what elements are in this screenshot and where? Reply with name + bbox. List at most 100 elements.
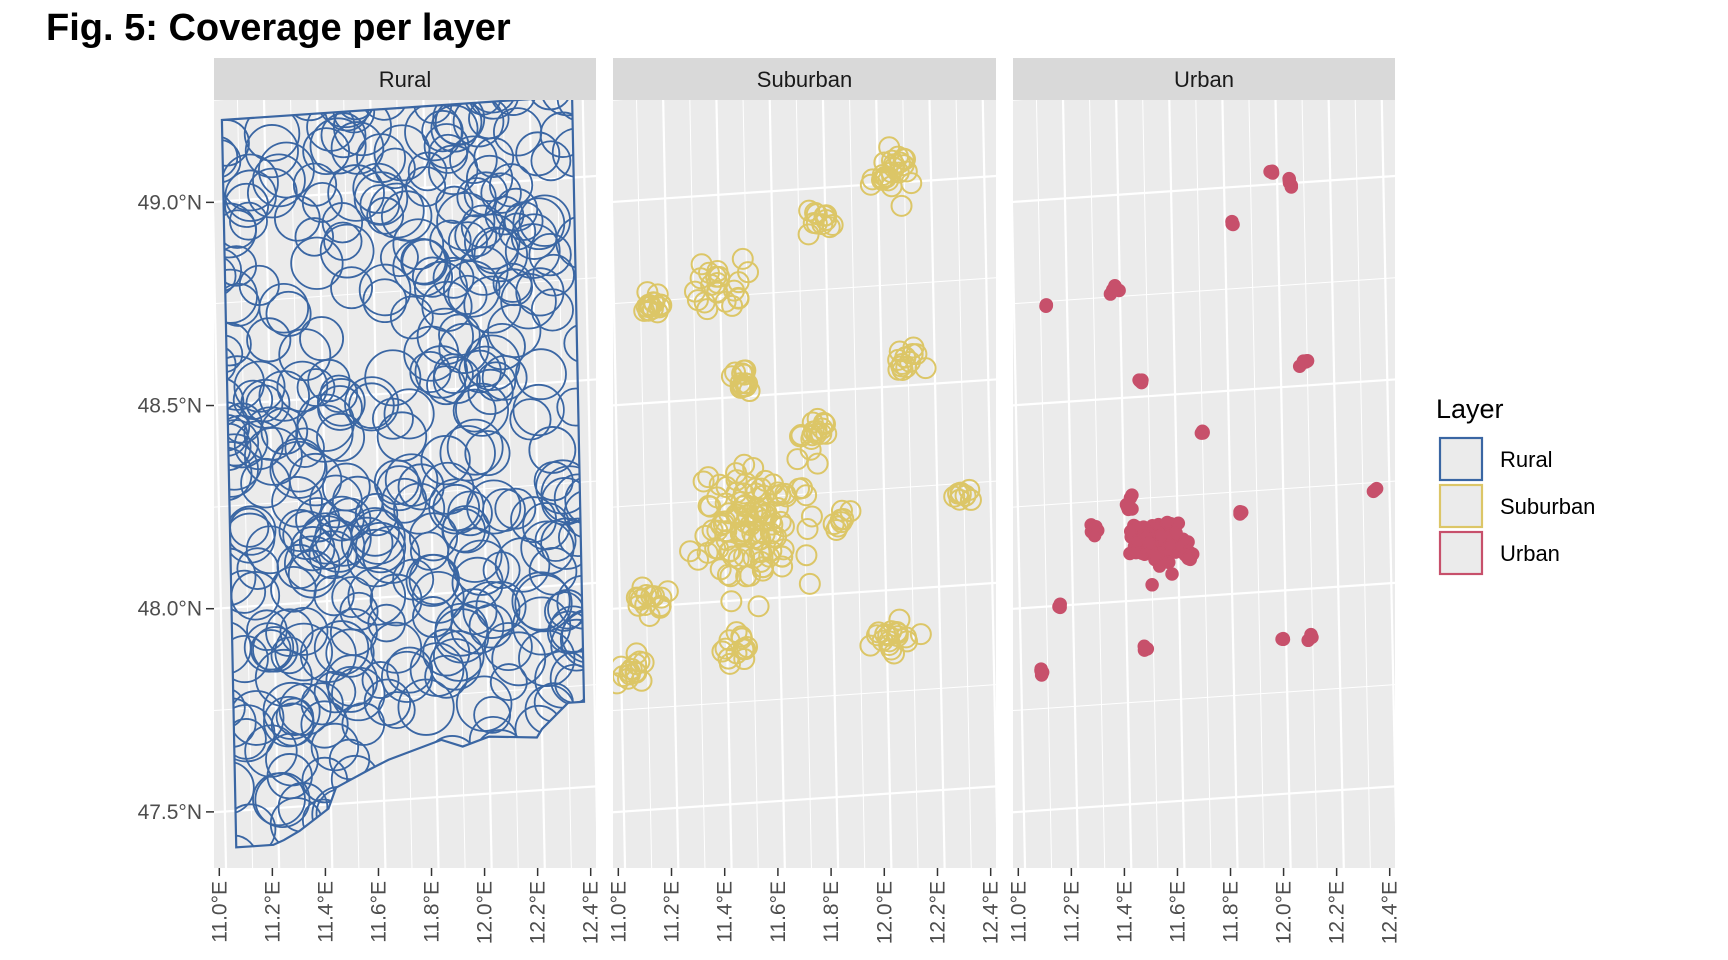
urban-cell	[1169, 526, 1183, 540]
x-tick-label: 11.2°E	[661, 881, 684, 943]
suburban-cell	[895, 160, 918, 183]
suburban-cell	[806, 452, 829, 475]
rural-cell	[509, 398, 552, 441]
x-tick-label: 11.6°E	[367, 881, 390, 943]
rural-cell	[421, 109, 464, 153]
rural-cell	[539, 100, 585, 117]
gridline-lon	[1380, 100, 1395, 828]
urban-cell	[1123, 524, 1138, 539]
rural-cell	[481, 354, 528, 401]
gridline-lon	[1195, 100, 1212, 868]
x-tick-label: 11.2°E	[261, 881, 284, 943]
x-tick-label: 11.0°E	[607, 881, 630, 943]
rural-cell	[260, 407, 309, 455]
rural-cell	[320, 112, 367, 159]
gridline-lat	[214, 378, 596, 407]
rural-cell	[307, 358, 351, 403]
rural-cell	[511, 571, 571, 631]
suburban-cell	[813, 204, 836, 227]
suburban-cell	[718, 652, 741, 675]
gridline-lon	[502, 100, 519, 868]
rural-cell	[462, 580, 521, 639]
rural-cell	[376, 465, 423, 512]
rural-cell	[309, 474, 363, 529]
rural-cell	[373, 124, 431, 182]
suburban-cell	[891, 353, 914, 376]
suburban-cell	[731, 247, 754, 270]
gridline-lon	[981, 100, 996, 828]
gridline-lat	[613, 581, 996, 610]
rural-cell	[466, 479, 522, 535]
rural-cell	[246, 317, 292, 363]
suburban-cell	[822, 513, 845, 536]
rural-cell	[339, 591, 379, 631]
rural-cell	[503, 201, 544, 241]
rural-cell	[446, 418, 504, 476]
suburban-cell	[730, 627, 753, 650]
urban-cell	[1276, 632, 1290, 646]
rural-cell	[271, 476, 323, 528]
rural-cell	[452, 388, 497, 433]
gridline-lon	[1327, 100, 1345, 868]
gridline-lat	[195, 886, 630, 916]
suburban-cell	[739, 514, 762, 537]
legend-title: Layer	[1436, 394, 1504, 424]
rural-cell	[299, 316, 345, 362]
suburban-cell	[830, 499, 853, 522]
rural-cell	[386, 646, 434, 694]
suburban-cell	[613, 655, 633, 678]
x-tick-label: 11.6°E	[767, 881, 790, 943]
urban-cell	[1282, 171, 1296, 186]
rural-cell	[559, 609, 585, 669]
x-tick-label: 11.0°E	[208, 881, 231, 943]
rural-cell	[221, 433, 263, 491]
rural-cell	[354, 492, 399, 537]
rural-cell	[287, 549, 337, 599]
suburban-cell	[729, 372, 752, 395]
suburban-cell	[747, 521, 770, 544]
urban-cell	[1296, 354, 1311, 368]
rural-cell	[532, 253, 575, 297]
rural-cell	[514, 574, 573, 633]
suburban-cell	[613, 672, 629, 695]
urban-cell	[1145, 578, 1159, 592]
rural-cell	[284, 427, 325, 468]
rural-cell	[429, 219, 472, 262]
gridline-lat	[994, 886, 1429, 916]
gridline-lon	[613, 200, 627, 868]
x-tick-label: 11.6°E	[1166, 881, 1189, 943]
gridline-lon	[555, 100, 572, 868]
suburban-cell	[715, 529, 738, 552]
rural-cell	[360, 100, 408, 121]
rural-cell	[535, 459, 585, 515]
rural-cell	[275, 697, 315, 737]
y-tick-label: 49.0°N	[138, 191, 202, 214]
gridline-lon	[1035, 100, 1053, 868]
rural-cell	[221, 414, 269, 469]
rural-cell	[374, 147, 416, 190]
rural-cell	[221, 248, 243, 293]
rural-cell	[473, 695, 512, 734]
rural-cell	[292, 162, 338, 207]
suburban-cell	[878, 630, 901, 653]
rural-cell	[420, 435, 471, 486]
suburban-cell	[625, 586, 648, 609]
rural-cell	[556, 387, 585, 427]
rural-cell	[317, 378, 366, 427]
rural-cell	[325, 628, 375, 678]
rural-cell	[233, 360, 286, 413]
suburban-cell	[729, 376, 752, 399]
gridline-lat	[214, 277, 596, 305]
rural-cell	[221, 376, 245, 428]
rural-cell	[539, 111, 585, 158]
rural-cell	[432, 256, 475, 299]
rural-cell	[408, 512, 459, 562]
gridline-lat	[613, 684, 996, 712]
suburban-cell	[715, 520, 738, 543]
y-tick-label: 48.0°N	[138, 598, 202, 621]
rural-cell	[283, 535, 341, 592]
x-tick-label: 11.0°E	[1007, 881, 1030, 943]
rural-cell	[310, 722, 360, 772]
suburban-cell	[797, 223, 820, 246]
gridline-lat	[1013, 480, 1395, 508]
